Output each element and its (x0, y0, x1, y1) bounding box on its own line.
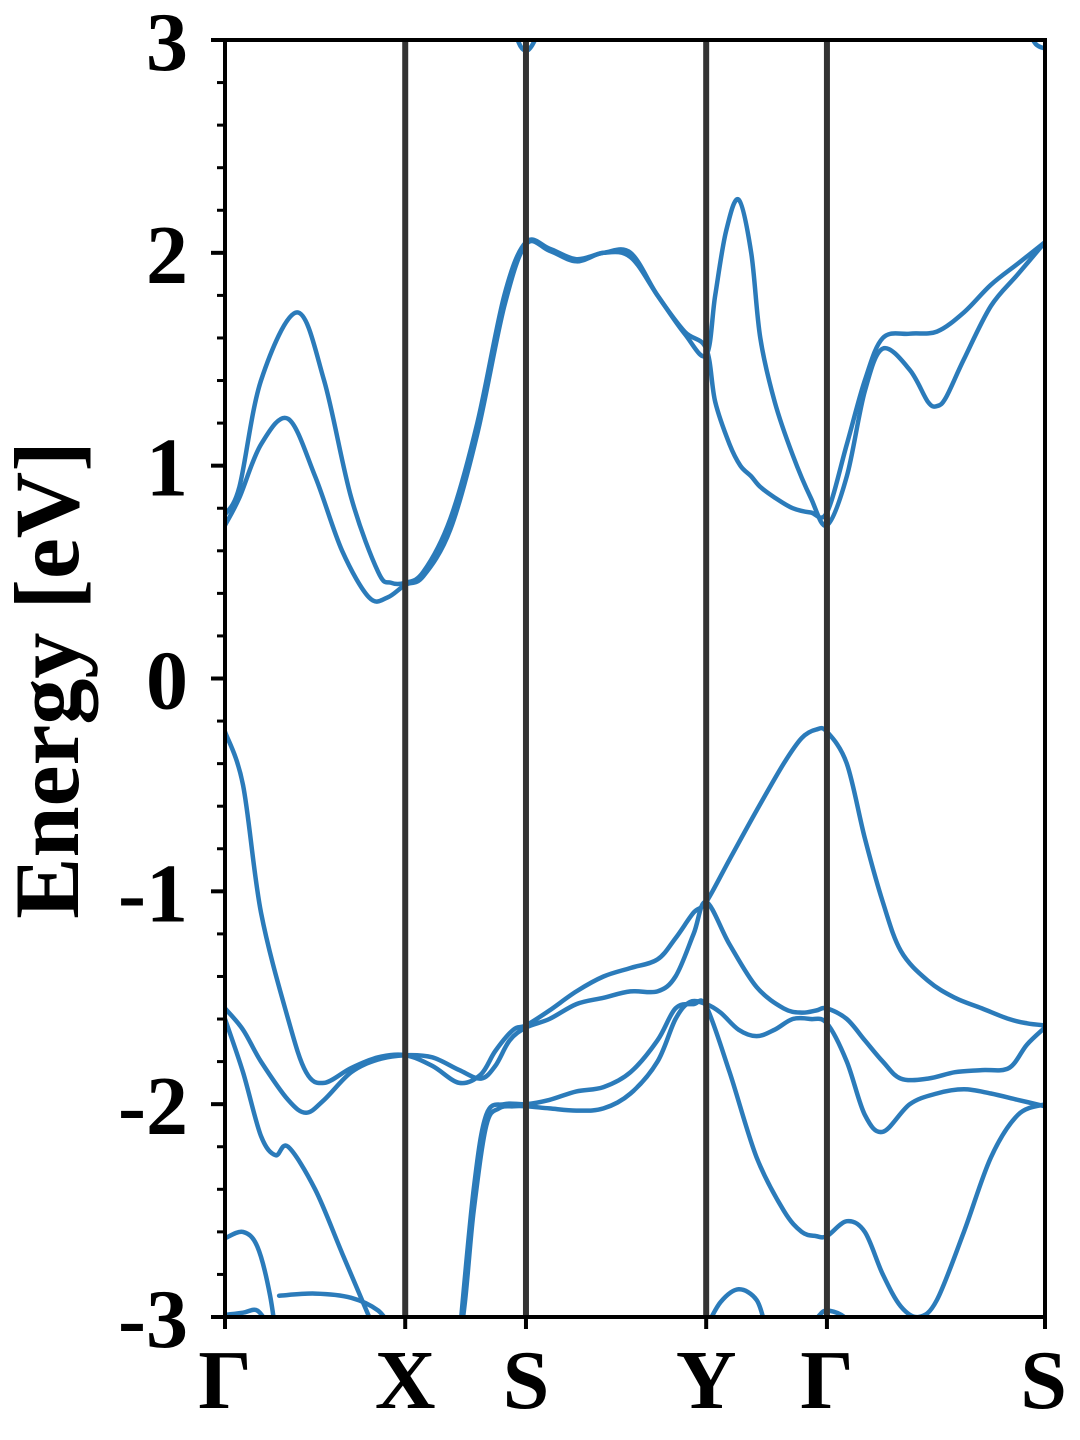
y-tick-label: 3 (146, 0, 188, 89)
energy-bands (225, 40, 1045, 1317)
band-line-10 (709, 1287, 766, 1317)
kpoint-label-5: S (1020, 1334, 1067, 1427)
kpoint-label-2: S (503, 1334, 550, 1427)
y-tick-label: 1 (146, 422, 188, 515)
y-axis-title: Energy [eV] (0, 441, 98, 919)
high-symmetry-lines (402, 40, 830, 1317)
y-tick-label: -1 (118, 847, 188, 940)
band-line-6 (459, 998, 1045, 1317)
kpoint-label-3: Y (676, 1334, 737, 1427)
band-line-11 (815, 1308, 848, 1317)
y-tick-label: 2 (146, 209, 188, 302)
y-tick-label: -3 (118, 1273, 188, 1366)
kpoint-label-4: Γ (800, 1334, 853, 1427)
band-line-3 (225, 725, 1045, 1086)
plot-frame (223, 38, 1047, 1319)
band-line-9 (225, 1307, 267, 1317)
y-tick-label: 0 (146, 635, 188, 728)
y-axis-ticks: -3 -2 -1 0 1 2 3 (118, 0, 225, 1366)
band-line-5 (225, 998, 1045, 1317)
band-line-4 (225, 899, 1045, 1115)
band-line-8 (276, 1291, 387, 1317)
band-line-7 (225, 1229, 276, 1317)
band-line-2 (225, 197, 1045, 604)
y-tick-label: -2 (118, 1060, 188, 1153)
band-line-1 (225, 237, 1045, 587)
kpoint-label-0: Γ (198, 1334, 251, 1427)
kpoint-label-1: X (375, 1334, 436, 1427)
